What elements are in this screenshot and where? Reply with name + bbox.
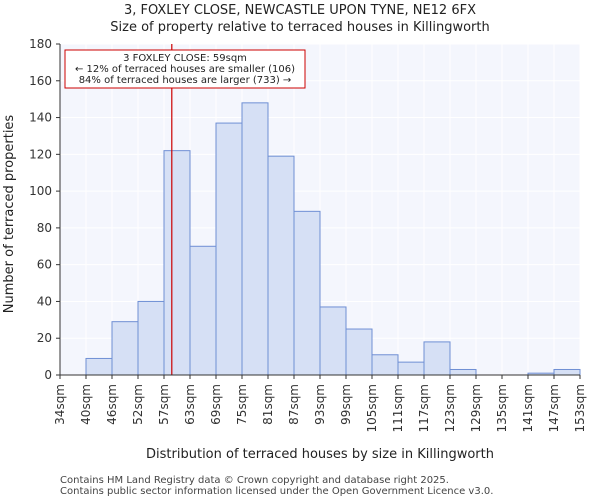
bar bbox=[111, 321, 139, 376]
bar bbox=[449, 368, 477, 376]
x-tick-label: 99sqm bbox=[339, 384, 353, 425]
x-tick-label: 52sqm bbox=[131, 384, 145, 425]
chart-subtitle: Size of property relative to terraced ho… bbox=[110, 20, 490, 35]
y-tick-label: 180 bbox=[29, 37, 52, 51]
y-axis-label: Number of terraced properties bbox=[2, 115, 17, 314]
y-tick-label: 0 bbox=[44, 368, 52, 382]
y-tick-label: 120 bbox=[29, 147, 52, 161]
x-tick-label: 117sqm bbox=[417, 384, 431, 432]
annotation-box: 3 FOXLEY CLOSE: 59sqm ← 12% of terraced … bbox=[64, 49, 306, 89]
footer-line-1: Contains HM Land Registry data © Crown c… bbox=[60, 475, 449, 486]
x-tick-label: 111sqm bbox=[391, 384, 405, 432]
x-tick-label: 81sqm bbox=[261, 384, 275, 425]
y-tick-label: 60 bbox=[37, 258, 52, 272]
x-tick-label: 69sqm bbox=[209, 384, 223, 425]
x-tick-label: 40sqm bbox=[79, 384, 93, 425]
x-tick-label: 93sqm bbox=[313, 384, 327, 425]
axes bbox=[56, 43, 581, 379]
annotation-line-2: ← 12% of terraced houses are smaller (10… bbox=[75, 64, 295, 75]
y-tick-label: 140 bbox=[29, 111, 52, 125]
x-tick-label: 34sqm bbox=[53, 384, 67, 425]
x-tick-label: 57sqm bbox=[157, 384, 171, 425]
bar bbox=[397, 361, 425, 376]
x-tick-label: 75sqm bbox=[235, 384, 249, 425]
chart-title: 3, FOXLEY CLOSE, NEWCASTLE UPON TYNE, NE… bbox=[124, 3, 476, 18]
y-tick-label: 80 bbox=[37, 221, 52, 235]
bar bbox=[345, 328, 373, 376]
y-tick-labels: 0 20 40 60 80 100 120 140 160 180 bbox=[29, 37, 52, 382]
annotation-line-3: 84% of terraced houses are larger (733) … bbox=[79, 75, 292, 86]
x-tick-label: 147sqm bbox=[547, 384, 561, 432]
x-tick-label: 63sqm bbox=[183, 384, 197, 425]
bar bbox=[215, 122, 243, 376]
x-tick-label: 129sqm bbox=[469, 384, 483, 432]
bar bbox=[137, 300, 165, 376]
bar bbox=[163, 150, 191, 376]
bar bbox=[371, 354, 399, 376]
x-tick-label: 153sqm bbox=[573, 384, 587, 432]
x-tick-label: 141sqm bbox=[521, 384, 535, 432]
bar bbox=[267, 155, 295, 376]
x-axis-label: Distribution of terraced houses by size … bbox=[146, 447, 494, 462]
bar bbox=[319, 306, 347, 376]
bar bbox=[423, 341, 451, 376]
y-tick-label: 40 bbox=[37, 294, 52, 308]
y-tick-label: 160 bbox=[29, 74, 52, 88]
bars bbox=[85, 102, 581, 376]
x-tick-label: 46sqm bbox=[105, 384, 119, 425]
x-tick-label: 87sqm bbox=[287, 384, 301, 425]
x-tick-labels: 34sqm 40sqm 46sqm 52sqm 57sqm 63sqm 69sqm 75sqm… bbox=[53, 384, 587, 432]
x-tick-label: 135sqm bbox=[495, 384, 509, 432]
x-tick-label: 123sqm bbox=[443, 384, 457, 432]
bar bbox=[85, 357, 113, 376]
bar bbox=[241, 102, 269, 376]
bar bbox=[293, 210, 321, 376]
bar bbox=[553, 368, 581, 376]
footer-line-2: Contains public sector information licen… bbox=[60, 486, 493, 497]
y-tick-label: 20 bbox=[37, 331, 52, 345]
annotation-line-1: 3 FOXLEY CLOSE: 59sqm bbox=[123, 53, 247, 64]
x-tick-label: 105sqm bbox=[365, 384, 379, 432]
bar bbox=[189, 245, 217, 376]
y-tick-label: 100 bbox=[29, 184, 52, 198]
